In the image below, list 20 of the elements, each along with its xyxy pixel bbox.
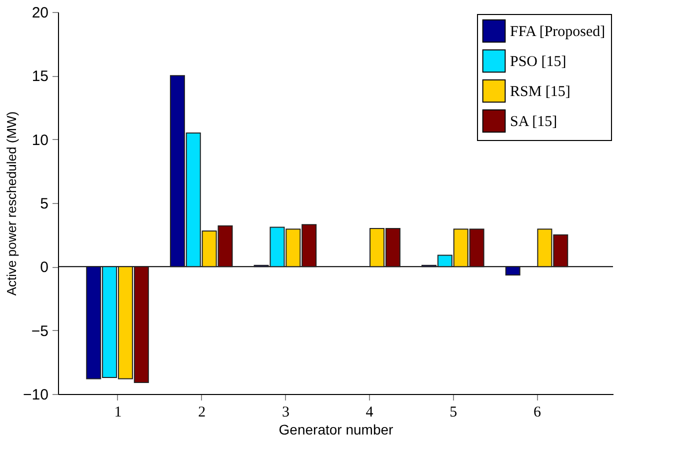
x-tick-label: 1 [114,404,122,420]
y-tick-label: 5 [40,196,48,212]
y-tick-label: 15 [32,68,48,86]
legend-label: RSM [15] [510,84,570,100]
x-tick-label: 5 [450,404,458,420]
y-tick-label: 20 [32,4,48,22]
y-tick-label: −10 [23,386,48,404]
legend-label: PSO [15] [510,54,566,70]
x-tick-label: 4 [366,404,374,420]
x-axis-title: Generator number [278,422,394,438]
y-tick-label: 0 [40,259,48,276]
bar [505,266,520,276]
legend-label: FFA [Proposed] [510,24,606,40]
y-tick-label: 10 [32,132,48,149]
x-tick-label: 6 [533,404,542,420]
x-tick-label: 2 [198,404,206,420]
x-tick-label: 3 [282,404,290,420]
y-axis-title: Active power rescheduled (MW) [4,111,20,296]
y-tick-label: −5 [31,322,48,340]
legend-label: SA [15] [510,114,558,130]
